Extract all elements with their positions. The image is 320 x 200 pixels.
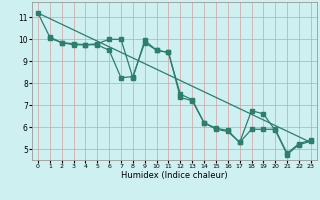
X-axis label: Humidex (Indice chaleur): Humidex (Indice chaleur): [121, 171, 228, 180]
